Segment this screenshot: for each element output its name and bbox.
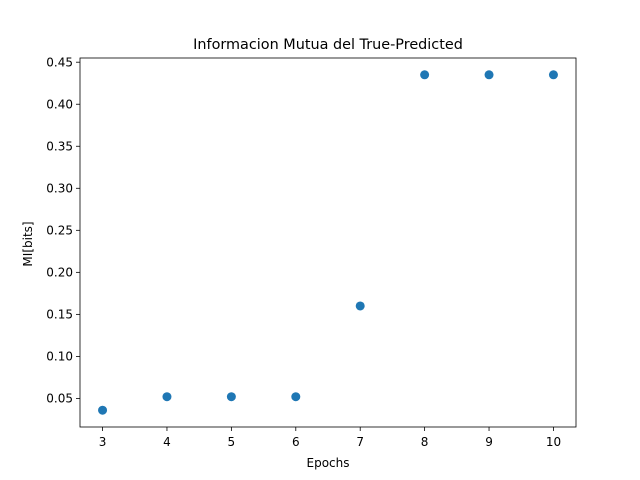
data-point (162, 392, 172, 402)
y-tick-label: 0.30 (46, 182, 73, 196)
plot-area (80, 58, 576, 427)
x-axis-label: Epochs (307, 456, 350, 470)
x-tick-label: 10 (546, 435, 561, 449)
y-tick-label: 0.35 (46, 140, 73, 154)
data-point (355, 301, 365, 311)
data-point (548, 70, 558, 80)
chart-title: Informacion Mutua del True-Predicted (193, 37, 463, 53)
y-tick-label: 0.20 (46, 266, 73, 280)
data-point (420, 70, 430, 80)
x-tick-label: 7 (356, 435, 364, 449)
y-tick-label: 0.05 (46, 392, 73, 406)
data-points (98, 70, 558, 415)
x-tick-label: 6 (292, 435, 300, 449)
data-point (291, 392, 301, 402)
y-axis-ticks: 0.05 0.10 0.15 0.20 0.25 0.30 0.35 0.40 0.45 (46, 56, 80, 406)
x-tick-label: 8 (421, 435, 429, 449)
data-point (484, 70, 494, 80)
x-tick-label: 4 (163, 435, 171, 449)
y-tick-label: 0.40 (46, 98, 73, 112)
plot-background (80, 58, 576, 427)
y-tick-label: 0.45 (46, 56, 73, 70)
y-axis-label: MI[bits] (21, 221, 35, 266)
axes-frame (79, 57, 577, 428)
x-tick-label: 5 (228, 435, 236, 449)
x-tick-label: 9 (485, 435, 493, 449)
y-tick-label: 0.10 (46, 350, 73, 364)
y-tick-label: 0.15 (46, 308, 73, 322)
x-axis-ticks: 3 4 5 6 7 8 9 10 (99, 427, 561, 449)
x-tick-label: 3 (99, 435, 107, 449)
y-tick-label: 0.25 (46, 224, 73, 238)
data-point (98, 405, 108, 415)
data-point (226, 392, 236, 402)
